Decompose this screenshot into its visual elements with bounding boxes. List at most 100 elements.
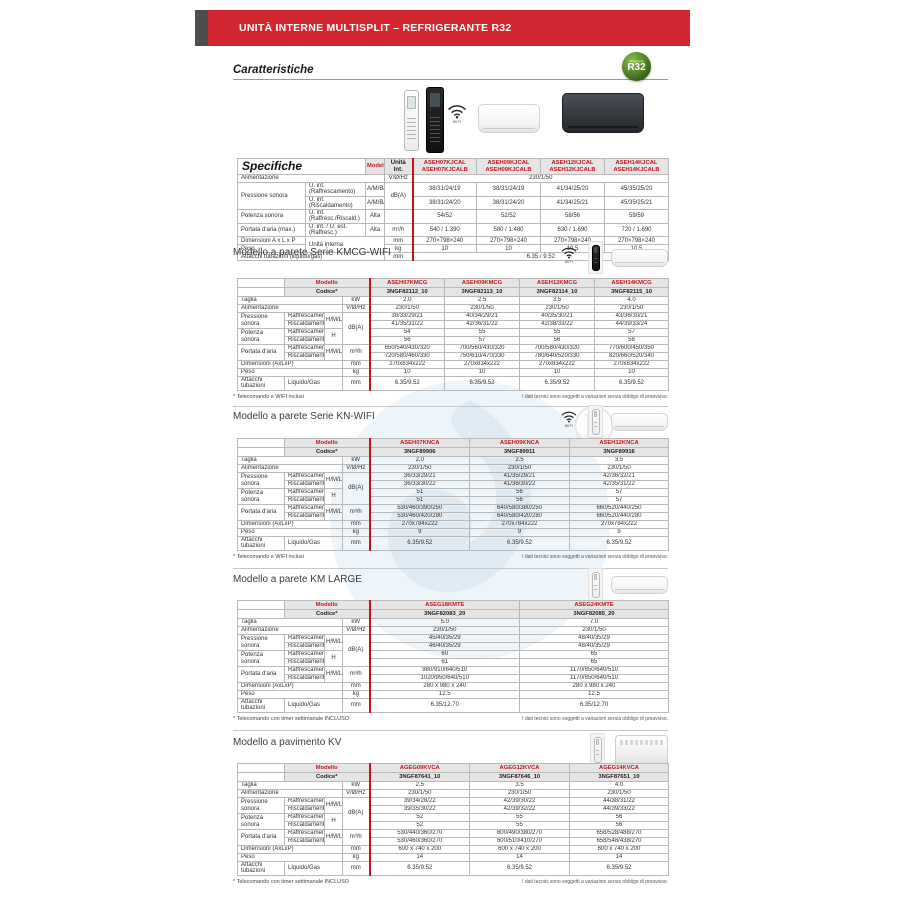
table-cell: 12.5	[519, 690, 669, 699]
table-cell: Raffrescamento	[284, 344, 325, 353]
table-cell: 700/560/430/320	[444, 344, 520, 353]
page-banner: UNITÀ INTERNE MULTISPLIT – REFRIGERANTE …	[195, 10, 690, 46]
table-cell: 230/1/50	[469, 464, 570, 473]
table-cell: Raffrescamento	[284, 504, 325, 513]
table-cell: U. int. (Raffresc./Riscald.)	[305, 209, 366, 224]
table-cell: 44/38/31/22	[569, 797, 669, 806]
table-cell: mm	[342, 698, 370, 713]
table-cell: 38/31/24/19	[411, 182, 477, 197]
table-cell: 270x784x222	[368, 520, 470, 529]
table-cell: 230/1/50	[519, 304, 595, 313]
table-cell: 280 x 980 x 240	[519, 682, 669, 691]
model-name-cell: ASEH07KNCA	[368, 438, 470, 448]
table-cell: 230/1/50	[368, 789, 470, 798]
table-cell: Liquido/Gas	[284, 536, 343, 551]
table-cell: Riscaldamento	[284, 480, 325, 489]
table-cell: 57	[569, 496, 669, 505]
table-cell: Portata d'aria	[237, 829, 285, 846]
table-cell: m³/h	[342, 344, 370, 361]
table-cell: 58/56	[540, 209, 605, 224]
wall-unit-white-image	[478, 104, 540, 133]
table-cell: Attacchi tubazioni	[237, 376, 285, 391]
model-name-cell: ASEH07KJCAL ASEH07KJCALB	[411, 158, 477, 175]
table-cell: 55	[519, 328, 595, 337]
table-cell: 640/580/420/280	[469, 512, 570, 521]
table-cell: 6.35/9.52	[444, 376, 520, 391]
table-cell: H/M/L/Q	[324, 797, 343, 814]
table-cell: Taglia	[237, 618, 343, 627]
model-name-cell: ASEG24KMTE	[519, 600, 669, 610]
table-cell: 39/35/30/22	[368, 805, 470, 814]
table-cell: 43/36/30/21	[594, 312, 669, 321]
table-cell: 650/540/430/320	[368, 344, 445, 353]
r32-badge: refrigerante R32	[622, 52, 651, 81]
table-cell: 270×798×240	[476, 236, 541, 246]
table-cell: 230/1/50	[469, 789, 570, 798]
technote: I dati tecnici sono soggetti a variazion…	[522, 716, 668, 722]
table-cell: Peso	[237, 690, 343, 699]
table-cell: 10	[411, 244, 477, 254]
table-cell: mm	[342, 360, 370, 369]
table-cell: Taglia	[237, 781, 343, 790]
model-name-cell: ASEG18KMTE	[368, 600, 520, 610]
wifi-icon: WIFI	[560, 409, 578, 428]
table-cell: 14	[368, 853, 470, 862]
table-cell: Riscaldamento	[284, 336, 325, 345]
table-cell: 5.0	[368, 618, 520, 627]
banner-left-tab	[195, 10, 208, 46]
table-cell: 270x834x222	[594, 360, 669, 369]
table-cell	[237, 772, 285, 782]
table-cell	[237, 600, 285, 610]
table-cell: 54/52	[411, 209, 477, 224]
table-cell: Alta	[365, 209, 385, 224]
table-cell: 4.0	[594, 296, 669, 305]
table-cell: 9	[469, 528, 570, 537]
table-cell: Taglia	[237, 456, 343, 465]
table-cell: Alimentazione	[237, 626, 343, 635]
table-cell: 41/35/29/21	[469, 472, 570, 481]
table-cell: 3NGF89906	[368, 447, 470, 457]
table-cell: 10	[368, 368, 445, 377]
table-cell: Alimentazione	[237, 174, 385, 183]
technote: I dati tecnici sono soggetti a variazion…	[522, 879, 668, 885]
table-cell: 41/36/30/22	[469, 480, 570, 489]
table-cell: H/M/L/Q	[324, 312, 343, 329]
table-cell: H/M/L/Q	[324, 344, 343, 361]
table-cell: mm	[342, 376, 370, 391]
table-cell: 61	[368, 658, 520, 667]
table-cell: 630 / 1.690	[540, 222, 605, 238]
table-cell: Raffrescamento	[284, 488, 325, 497]
table-cell: Codice*	[284, 772, 370, 782]
table-cell	[237, 278, 285, 288]
table-cell: m³/h	[342, 829, 370, 846]
table-cell: 780/640/520/330	[519, 352, 595, 361]
table-cell: 40/34/29/21	[444, 312, 520, 321]
table-cell: 660/520/440/250	[569, 504, 669, 513]
table-cell: 42/36/31/22	[444, 320, 520, 329]
table-cell: 10	[519, 368, 595, 377]
kv-table: Modello AGEG09KVCA AGEG12KVCA AGEG14KVCA Cod…	[237, 763, 669, 876]
table-cell: Riscaldamento	[284, 837, 325, 846]
table-cell: Attacchi tubazioni	[237, 698, 285, 713]
table-cell: 9	[569, 528, 669, 537]
table-cell: Pressione sonora	[237, 181, 306, 211]
table-cell: 750/610/470/330	[444, 352, 520, 361]
table-cell: 3NGF89911	[469, 447, 570, 457]
table-cell: 48/40/35/29	[519, 634, 669, 643]
table-cell: 10	[444, 368, 520, 377]
table-cell: 530/460/390/250	[368, 504, 470, 513]
model-name-cell: AGEG12KVCA	[469, 763, 570, 773]
table-cell: m³/h	[342, 666, 370, 683]
table-cell: 42/39/32/22	[469, 805, 570, 814]
table-cell: Dimensioni (AxLxP)	[237, 682, 343, 691]
banner-title: UNITÀ INTERNE MULTISPLIT – REFRIGERANTE …	[239, 22, 512, 34]
model-name-cell: ASEH09KJCAL ASEH09KJCALB	[476, 158, 541, 175]
table-cell: 6.35/9.52	[368, 376, 445, 391]
table-cell: 46/40/35/29	[368, 642, 520, 651]
table-cell: 14	[569, 853, 669, 862]
table-cell: 56	[519, 336, 595, 345]
table-cell: 38/31/24/20	[476, 195, 541, 211]
remote-thumb-frame	[588, 241, 603, 274]
r32-badge-label: R32	[627, 62, 646, 73]
table-cell: kg	[342, 690, 370, 699]
